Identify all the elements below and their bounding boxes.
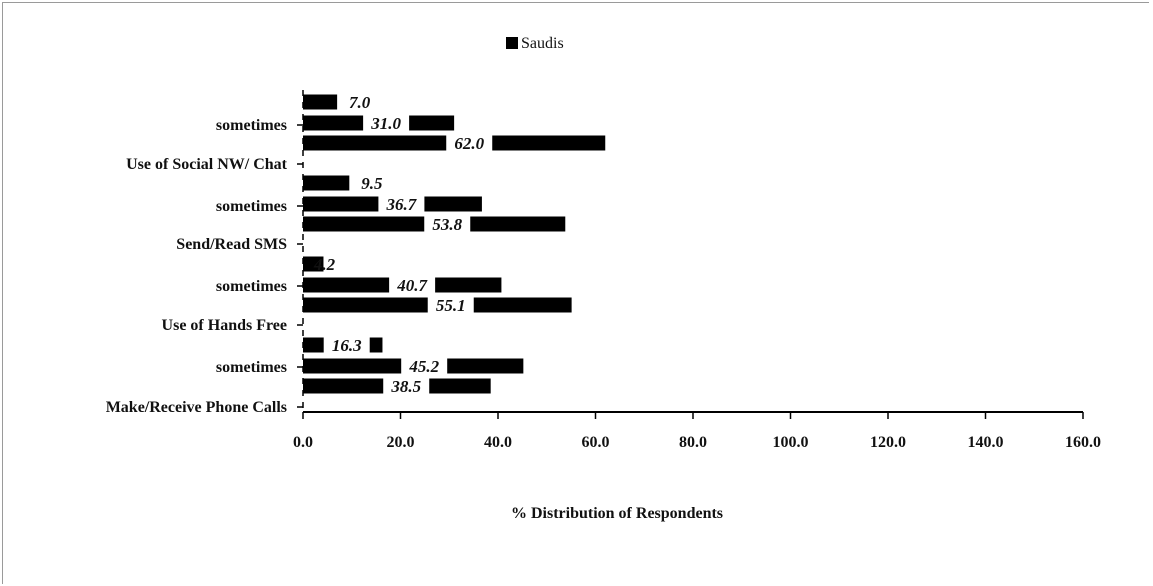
bar-data-label: 36.7 [386,195,418,214]
bar [303,175,350,191]
y-category-label: Send/Read SMS [176,236,287,253]
x-tick-label: 60.0 [582,434,610,451]
x-tick-label: 120.0 [870,434,906,451]
x-tick-label: 40.0 [484,434,512,451]
bar-data-label: 31.0 [370,114,401,133]
bar-label-background [383,377,430,395]
bar-data-label: 38.5 [390,377,421,396]
x-tick-label: 80.0 [679,434,707,451]
bar-data-label: 62.0 [454,134,484,153]
y-category-label: sometimes [216,278,287,295]
bar-data-label: 7.0 [349,93,371,112]
y-category-label: Use of Hands Free [162,317,287,334]
bar-data-label: 9.5 [361,174,383,193]
bar-data-label: 55.1 [436,296,466,315]
y-category-label: Use of Social NW/ Chat [126,156,288,173]
bar-label-background [389,276,436,294]
bar [303,94,338,110]
y-category-label: Make/Receive Phone Calls [106,399,287,416]
legend-swatch-saudis [506,37,518,49]
bar-data-label: 45.2 [408,357,439,376]
bar-label-background [424,215,471,233]
bar-data-label: 40.7 [396,276,428,295]
x-axis-title: % Distribution of Respondents [511,505,723,522]
bar-label-background [323,336,370,354]
bar-data-label: 16.3 [332,336,362,355]
bar [303,256,324,272]
y-category-label: sometimes [216,198,287,215]
bar-data-label: 4.2 [313,255,336,274]
x-tick-label: 100.0 [773,434,809,451]
bar-label-background [446,134,493,152]
x-tick-label: 140.0 [968,434,1004,451]
y-category-label: sometimes [216,359,287,376]
bar-label-background [378,195,425,213]
bar-label-background [401,357,448,375]
bar-label-background [427,296,474,314]
legend: Saudis [506,35,564,52]
legend-label-saudis: Saudis [521,35,564,52]
x-tick-label: 160.0 [1065,434,1101,451]
y-category-label: sometimes [216,117,287,134]
bar-data-label: 53.8 [432,215,462,234]
x-tick-label: 20.0 [387,434,415,451]
x-tick-label: 0.0 [293,434,313,451]
bar-label-background [363,114,410,132]
